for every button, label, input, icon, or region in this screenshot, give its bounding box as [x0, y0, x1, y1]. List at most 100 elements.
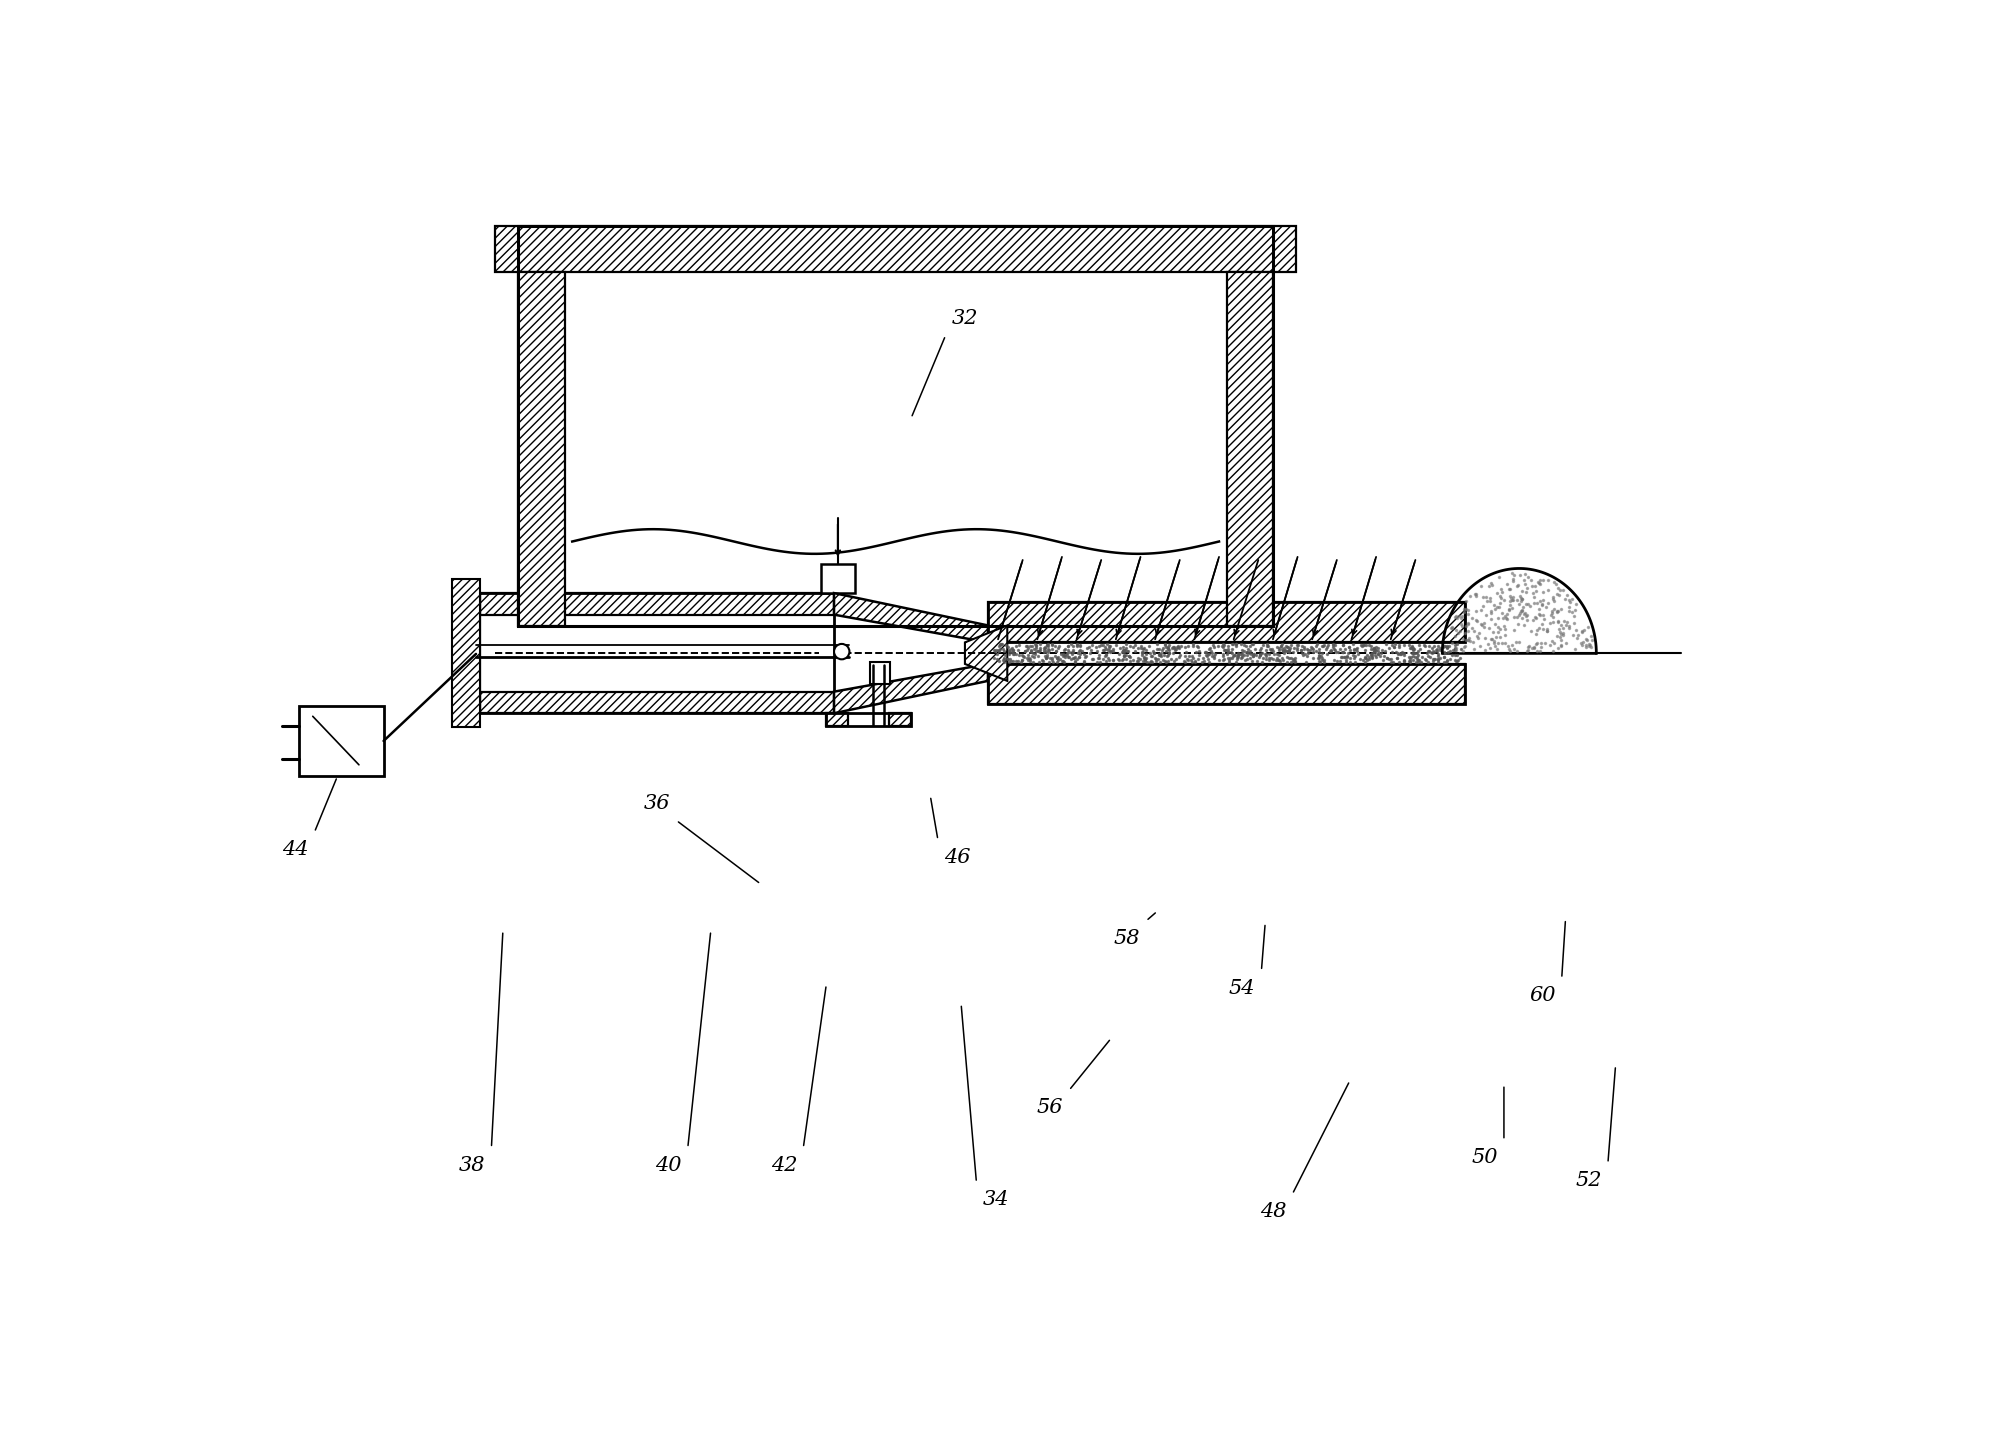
Point	[1489, 625, 1521, 648]
Point	[1157, 642, 1189, 665]
Point	[1278, 649, 1310, 672]
Point	[1153, 633, 1185, 656]
Point	[1404, 650, 1437, 673]
Point	[1533, 612, 1565, 635]
Point	[1266, 635, 1298, 658]
Point	[1149, 650, 1181, 673]
Point	[1557, 612, 1589, 635]
Point	[1356, 640, 1388, 663]
Point	[1479, 613, 1511, 636]
Point	[1501, 589, 1533, 612]
Point	[1362, 642, 1394, 665]
Point	[1264, 639, 1296, 662]
Point	[1121, 650, 1153, 673]
Point	[1320, 633, 1352, 656]
Point	[1141, 633, 1173, 656]
Point	[994, 639, 1026, 662]
Point	[1266, 648, 1298, 671]
Point	[1107, 637, 1139, 661]
Point	[1149, 633, 1181, 656]
Point	[1310, 635, 1342, 658]
Point	[1437, 616, 1469, 639]
Point	[1487, 602, 1519, 625]
Point	[1060, 648, 1093, 671]
Point	[1342, 643, 1374, 666]
Point	[1296, 646, 1328, 669]
Point	[1253, 646, 1286, 669]
Point	[1433, 635, 1465, 658]
Polygon shape	[835, 593, 988, 642]
Point	[998, 643, 1030, 666]
Point	[1225, 646, 1258, 669]
Point	[1475, 627, 1507, 650]
Point	[1177, 633, 1209, 656]
Point	[1316, 635, 1348, 658]
Point	[1302, 640, 1334, 663]
Point	[1247, 646, 1280, 669]
Point	[1439, 606, 1471, 629]
Point	[1358, 640, 1390, 663]
Point	[1350, 645, 1382, 668]
Point	[1286, 642, 1318, 665]
Point	[1093, 649, 1125, 672]
Point	[1491, 607, 1523, 630]
Point	[1024, 637, 1056, 661]
Point	[1485, 577, 1517, 600]
Point	[1521, 619, 1553, 642]
Point	[1519, 586, 1551, 609]
Point	[1020, 639, 1052, 662]
Point	[1207, 649, 1239, 672]
Point	[1459, 583, 1491, 606]
Point	[992, 648, 1024, 671]
Point	[986, 633, 1018, 656]
Point	[1493, 637, 1525, 661]
Point	[1513, 636, 1545, 659]
Point	[1278, 649, 1310, 672]
Point	[1107, 640, 1139, 663]
Point	[1505, 587, 1537, 610]
Point	[1103, 648, 1135, 671]
Point	[1082, 646, 1115, 669]
Point	[1469, 616, 1501, 639]
Point	[1475, 607, 1507, 630]
Point	[1475, 602, 1507, 625]
Point	[1545, 622, 1577, 645]
Point	[1420, 639, 1453, 662]
Point	[1181, 635, 1213, 658]
Point	[1088, 645, 1121, 668]
Point	[1056, 643, 1088, 666]
Point	[1149, 639, 1181, 662]
Point	[1489, 589, 1521, 612]
Point	[1513, 635, 1545, 658]
Point	[1555, 587, 1587, 610]
Point	[1219, 633, 1251, 656]
Point	[1097, 640, 1129, 663]
Point	[1159, 636, 1191, 659]
Point	[1131, 639, 1163, 662]
Point	[1416, 642, 1449, 665]
Point	[1531, 591, 1563, 614]
Point	[1547, 578, 1579, 602]
Point	[1503, 630, 1535, 653]
Point	[1292, 642, 1324, 665]
Point	[1382, 643, 1414, 666]
Point	[1068, 642, 1101, 665]
Point	[1264, 643, 1296, 666]
Point	[1509, 573, 1541, 596]
Point	[1517, 591, 1549, 614]
Point	[1545, 597, 1577, 620]
Point	[1183, 639, 1215, 662]
Point	[994, 649, 1026, 672]
Point	[1429, 642, 1461, 665]
Point	[1135, 645, 1167, 668]
Point	[1431, 635, 1463, 658]
Point	[1412, 645, 1445, 668]
Text: 38: 38	[459, 1156, 485, 1174]
Point	[1264, 649, 1296, 672]
Point	[1330, 645, 1362, 668]
Point	[1165, 643, 1197, 666]
Point	[1416, 640, 1449, 663]
Point	[1326, 645, 1358, 668]
Point	[1173, 645, 1205, 668]
Point	[1151, 635, 1183, 658]
